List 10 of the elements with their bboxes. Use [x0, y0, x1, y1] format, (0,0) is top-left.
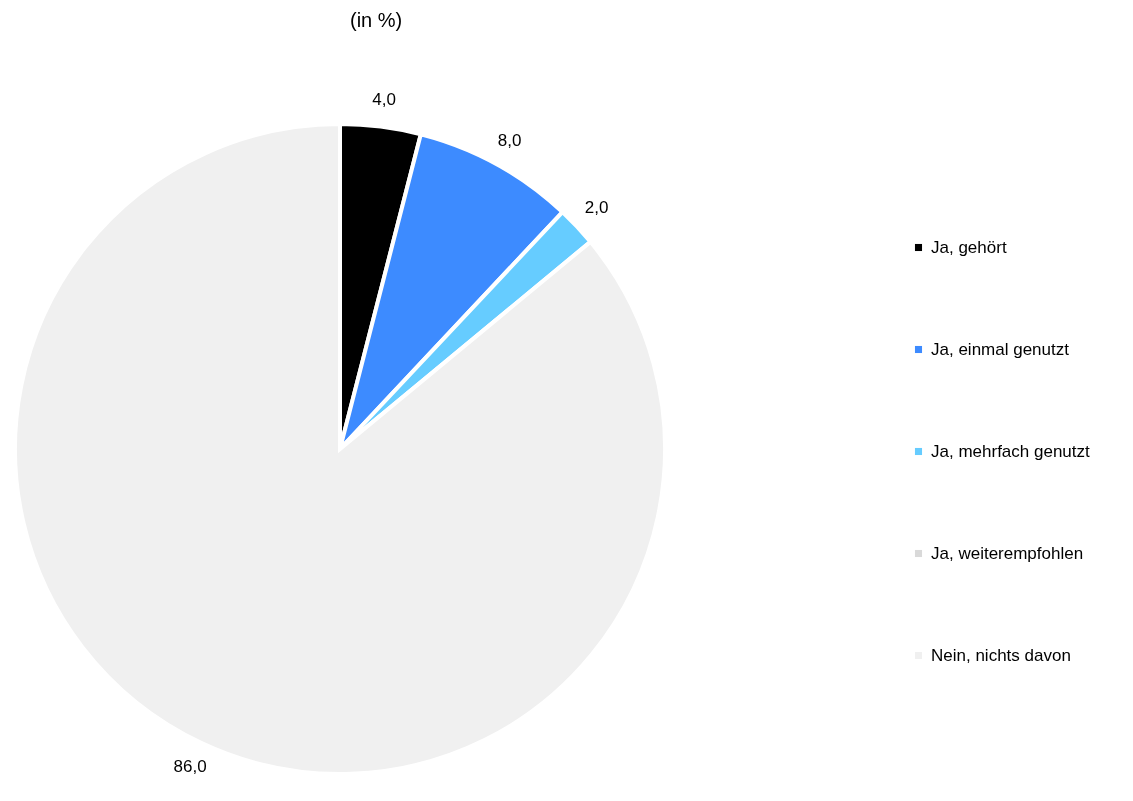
legend-label: Ja, mehrfach genutzt: [931, 441, 1091, 461]
data-label: 8,0: [497, 130, 522, 150]
data-label: 86,0: [173, 757, 207, 777]
data-label: 2,0: [584, 198, 609, 218]
legend-label: Nein, nichts davon: [931, 645, 1071, 665]
legend-label: Ja, einmal genutzt: [931, 339, 1070, 359]
chart-title: (in %): [350, 8, 403, 31]
data-label: 4,0: [372, 89, 396, 109]
legend-label: Ja, gehört: [931, 237, 1007, 257]
legend-label: Ja, weiterempfohlen: [931, 543, 1084, 563]
